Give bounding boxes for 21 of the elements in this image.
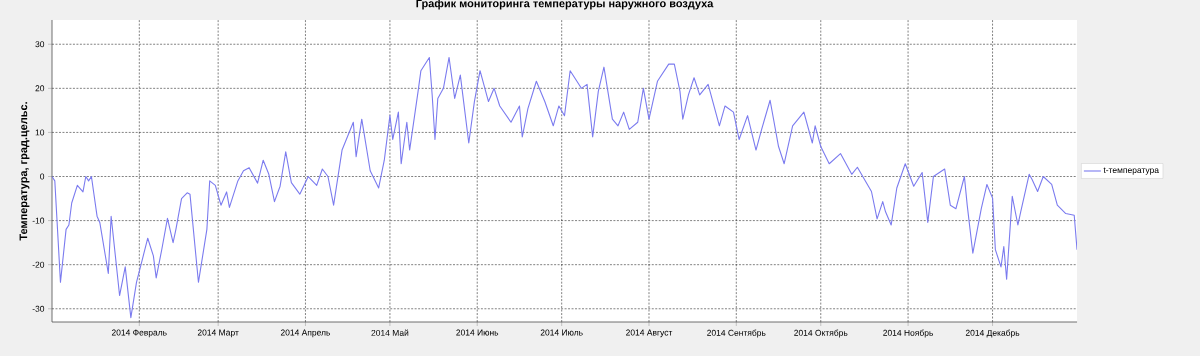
legend-label: t-температура — [1103, 167, 1159, 175]
y-tick-label: 30 — [35, 41, 45, 48]
x-tick-label: 2014 Июль — [540, 329, 583, 336]
y-axis-title: Температура, град.цельс. — [19, 102, 30, 241]
x-tick-label: 2014 Февраль — [111, 329, 167, 338]
y-tick-label: -20 — [32, 261, 45, 268]
x-tick-label: 2014 Май — [371, 329, 409, 336]
x-tick-label: 2014 Декабрь — [965, 329, 1020, 338]
y-tick-label: -10 — [32, 217, 45, 224]
x-tick-label: 2014 Март — [197, 329, 239, 338]
x-tick-label: 2014 Ноябрь — [883, 329, 933, 338]
x-tick-label: 2014 Июнь — [456, 329, 499, 336]
y-tick-label: -30 — [32, 305, 45, 312]
y-tick-label: 0 — [40, 173, 45, 180]
y-tick-label: 20 — [35, 85, 45, 92]
x-tick-label: 2014 Октябрь — [794, 329, 848, 338]
chart-title: График мониторинга температуры наружного воздуха — [416, 0, 714, 10]
x-tick-label: 2014 Апрель — [280, 329, 331, 338]
x-tick-label: 2014 Сентябрь — [707, 329, 766, 338]
y-tick-label: 10 — [35, 129, 45, 136]
x-tick-label: 2014 Август — [626, 329, 673, 338]
